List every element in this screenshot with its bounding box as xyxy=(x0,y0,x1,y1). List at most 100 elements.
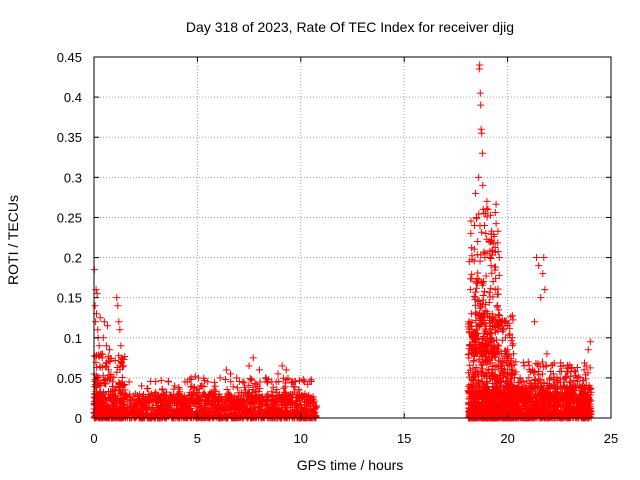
data-point xyxy=(566,361,574,369)
data-point xyxy=(491,361,499,369)
data-point xyxy=(500,412,508,420)
data-point xyxy=(496,312,504,320)
data-point xyxy=(99,372,107,380)
data-point xyxy=(188,408,196,416)
data-point xyxy=(290,383,298,391)
data-point xyxy=(574,373,582,381)
data-point xyxy=(218,413,226,421)
data-point xyxy=(475,173,483,181)
data-point xyxy=(182,397,190,405)
data-point xyxy=(571,398,579,406)
data-point xyxy=(164,378,172,386)
data-point xyxy=(479,292,487,300)
data-point xyxy=(299,408,307,416)
data-point xyxy=(550,398,558,406)
data-point xyxy=(233,374,241,382)
data-point xyxy=(476,257,484,265)
data-point xyxy=(119,400,127,408)
data-point xyxy=(226,370,234,378)
data-point xyxy=(481,309,489,317)
data-point xyxy=(480,346,488,354)
data-point xyxy=(476,383,484,391)
data-point xyxy=(508,312,516,320)
data-point xyxy=(477,125,485,133)
data-point xyxy=(279,409,287,417)
data-point xyxy=(487,374,495,382)
data-point xyxy=(464,369,472,377)
data-point xyxy=(94,403,102,411)
data-point xyxy=(565,390,573,398)
data-point xyxy=(229,383,237,391)
data-point xyxy=(467,322,475,330)
data-point xyxy=(235,389,243,397)
data-point xyxy=(154,407,162,415)
data-point xyxy=(190,383,198,391)
data-point xyxy=(476,407,484,415)
data-point xyxy=(215,405,223,413)
data-point xyxy=(573,364,581,372)
data-point xyxy=(586,364,594,372)
data-point xyxy=(243,392,251,400)
data-point xyxy=(129,410,137,418)
data-point xyxy=(477,349,485,357)
data-point xyxy=(272,389,280,397)
data-point xyxy=(120,396,128,404)
data-point xyxy=(584,346,592,354)
data-point xyxy=(125,404,133,412)
data-point xyxy=(473,336,481,344)
data-point xyxy=(225,389,233,397)
data-point xyxy=(196,397,204,405)
data-point xyxy=(271,397,279,405)
data-point xyxy=(249,354,257,362)
data-point xyxy=(138,382,146,390)
data-point xyxy=(174,390,182,398)
data-point xyxy=(228,410,236,418)
data-point xyxy=(199,413,207,421)
plot-frame xyxy=(93,56,612,419)
data-point xyxy=(577,410,585,418)
data-point xyxy=(168,398,176,406)
data-point xyxy=(173,404,181,412)
data-point xyxy=(139,406,147,414)
data-point xyxy=(109,378,117,386)
data-point xyxy=(252,398,260,406)
data-point xyxy=(282,366,290,374)
data-point xyxy=(566,386,574,394)
data-point xyxy=(303,411,311,419)
data-point xyxy=(500,366,508,374)
data-point xyxy=(483,197,491,205)
data-point xyxy=(484,205,492,213)
data-point xyxy=(499,358,507,366)
data-point xyxy=(508,362,516,370)
data-point xyxy=(542,408,550,416)
data-point xyxy=(119,382,127,390)
data-point xyxy=(301,390,309,398)
data-point xyxy=(226,406,234,414)
data-point xyxy=(486,335,494,343)
data-point xyxy=(486,211,494,219)
data-point xyxy=(494,227,502,235)
data-point xyxy=(307,376,315,384)
data-point xyxy=(580,366,588,374)
data-point xyxy=(481,288,489,296)
data-point xyxy=(547,374,555,382)
data-point xyxy=(482,301,490,309)
data-point xyxy=(530,318,538,326)
data-point xyxy=(162,397,170,405)
data-point xyxy=(295,386,303,394)
data-point xyxy=(575,393,583,401)
data-point xyxy=(561,410,569,418)
data-point xyxy=(473,213,481,221)
data-point xyxy=(524,407,532,415)
data-point xyxy=(118,373,126,381)
data-point xyxy=(472,363,480,371)
data-point xyxy=(494,341,502,349)
data-point xyxy=(100,377,108,385)
data-point xyxy=(492,220,500,228)
data-point xyxy=(245,362,253,370)
data-point xyxy=(491,263,499,271)
data-point xyxy=(203,394,211,402)
data-point xyxy=(484,331,492,339)
data-point xyxy=(474,269,482,277)
data-point xyxy=(206,390,214,398)
